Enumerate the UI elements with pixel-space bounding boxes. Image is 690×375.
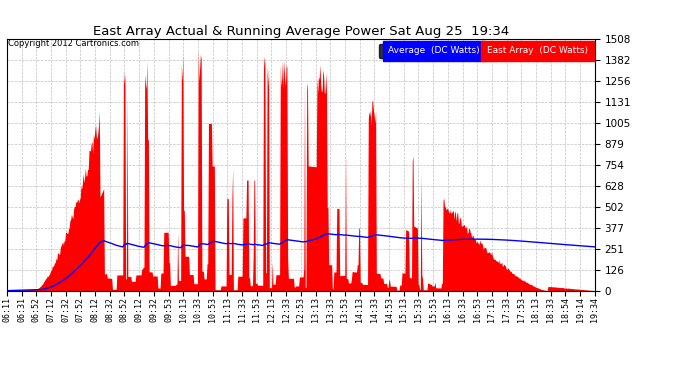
Text: Copyright 2012 Cartronics.com: Copyright 2012 Cartronics.com — [8, 39, 139, 48]
Legend: Average  (DC Watts), East Array  (DC Watts): Average (DC Watts), East Array (DC Watts… — [379, 44, 590, 57]
Title: East Array Actual & Running Average Power Sat Aug 25  19:34: East Array Actual & Running Average Powe… — [92, 25, 509, 38]
